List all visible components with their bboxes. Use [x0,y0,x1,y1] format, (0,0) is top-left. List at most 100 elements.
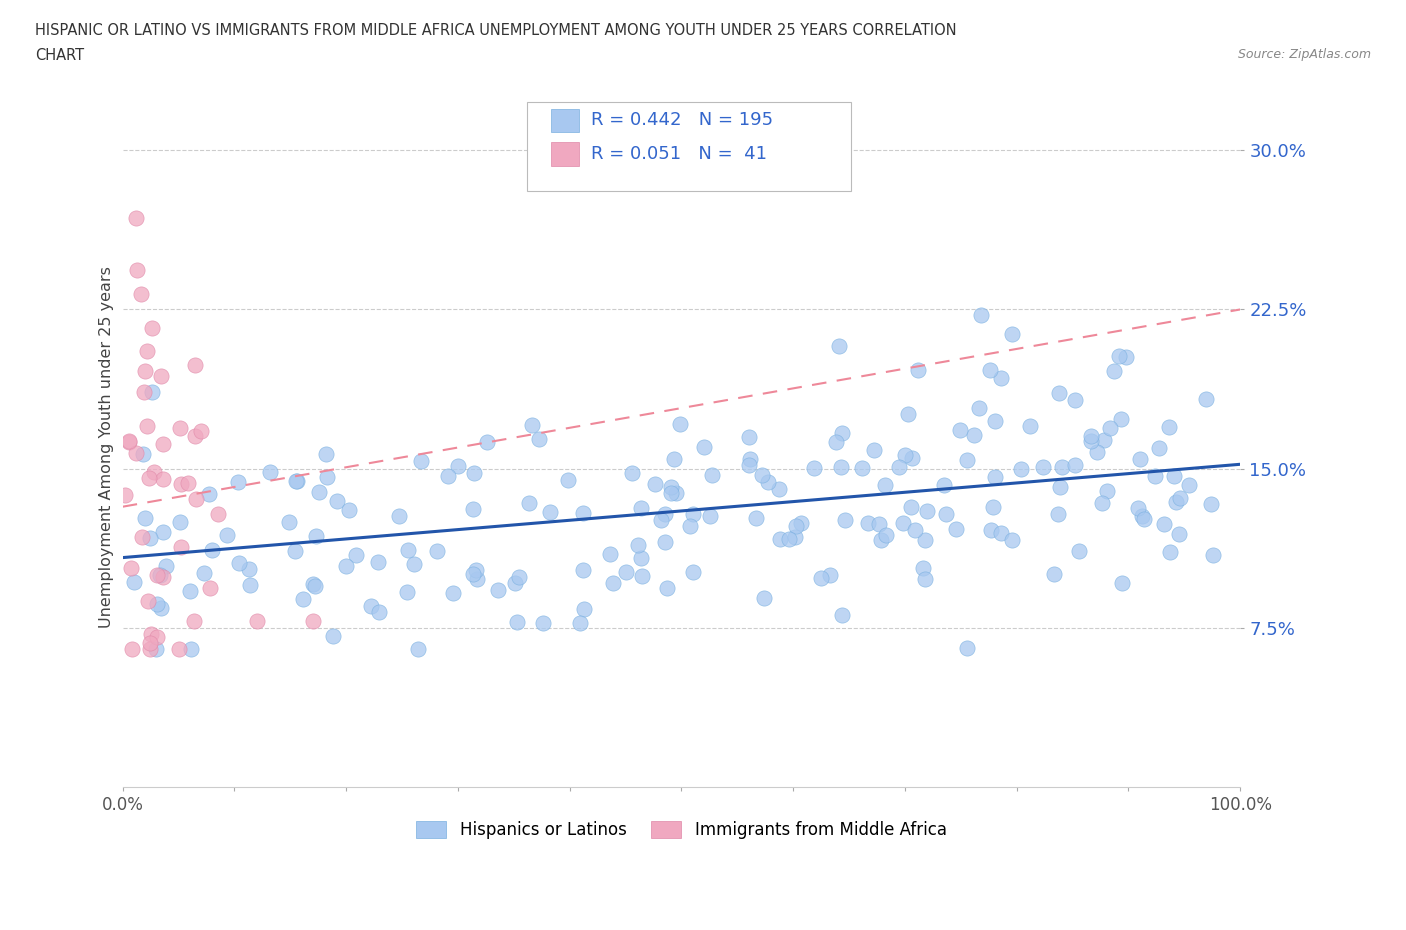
Point [904,523,927,538]
Point [120,561,142,576]
Point [1130,509,1153,524]
Point [146,567,169,582]
Point [834,512,856,527]
Point [152,525,174,540]
Point [308,485,330,499]
Point [200,580,222,595]
Point [285,473,308,488]
Point [315,446,337,461]
Point [599,547,621,562]
Point [699,509,721,524]
Point [875,528,897,543]
Point [152,570,174,585]
Point [979,363,1001,378]
Point [1102,364,1125,379]
Point [557,472,579,487]
Point [756,475,779,490]
Point [914,533,936,548]
Point [887,459,910,474]
Point [1080,429,1102,444]
Point [337,503,360,518]
Point [828,339,851,353]
Point [169,642,191,657]
Point [463,466,485,481]
Point [135,343,157,358]
Point [292,591,315,606]
Point [531,616,554,631]
Text: CHART: CHART [35,48,84,63]
Point [183,614,205,629]
Point [862,443,884,458]
Point [1108,349,1130,364]
Point [1097,484,1119,498]
Point [1049,480,1071,495]
Point [217,527,239,542]
Point [738,451,761,466]
Point [207,507,229,522]
Point [149,601,172,616]
Point [900,450,922,465]
Legend: Hispanics or Latinos, Immigrants from Middle Africa: Hispanics or Latinos, Immigrants from Mi… [409,815,953,846]
Point [669,417,692,432]
Point [506,615,529,630]
Point [149,368,172,383]
Point [1143,469,1166,484]
Point [654,534,676,549]
Point [631,568,654,583]
Point [177,475,200,490]
Point [990,525,1012,540]
Text: Source: ZipAtlas.com: Source: ZipAtlas.com [1237,48,1371,61]
Point [146,597,169,612]
Point [630,551,652,565]
Point [614,565,637,579]
Point [238,562,260,577]
Point [626,538,648,552]
Point [891,515,914,530]
Point [912,561,935,576]
Point [139,642,162,657]
Point [1168,490,1191,505]
Point [129,286,152,301]
Point [810,570,832,585]
Point [785,519,807,534]
Point [118,434,141,449]
Point [1201,497,1223,512]
Point [179,584,201,599]
Point [170,476,193,491]
Point [665,485,688,500]
Point [239,578,262,592]
Point [984,414,1007,429]
Point [1157,419,1180,434]
Point [315,470,337,485]
Point [152,472,174,486]
Point [388,509,411,524]
Point [169,514,191,529]
Point [679,519,702,534]
Point [404,557,426,572]
Point [1129,451,1152,466]
Point [1115,350,1137,365]
Point [408,642,430,657]
Point [284,544,307,559]
Point [125,445,148,460]
Point [868,516,890,531]
Point [956,641,979,656]
Point [148,568,170,583]
Point [751,468,773,483]
Point [1178,478,1201,493]
Point [441,585,464,600]
Point [897,406,920,421]
Point [967,401,990,416]
Point [134,364,156,379]
Point [145,630,167,644]
Point [1128,500,1150,515]
Point [118,433,141,448]
Point [915,504,938,519]
Point [900,499,922,514]
Point [870,533,893,548]
Point [138,471,160,485]
Point [426,544,449,559]
Point [738,430,761,445]
Point [744,511,766,525]
Point [630,501,652,516]
